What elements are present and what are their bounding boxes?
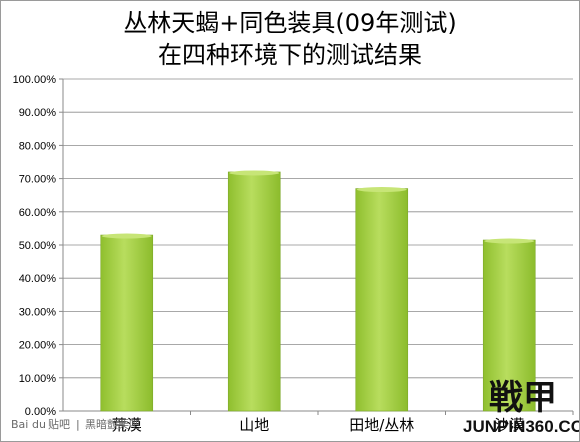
y-tick-label: 80.00%	[19, 140, 57, 152]
junpin-logo: 戦甲 JUNPIN360.COM	[463, 378, 579, 436]
bar	[100, 234, 154, 412]
logo-glyphs: 戦甲	[489, 378, 557, 418]
watermark-du: du	[32, 418, 46, 431]
chart-title-line-2: 在四种环境下的测试结果	[158, 41, 422, 69]
x-category-label: 荒漠	[112, 416, 142, 434]
y-axis-ticks: 0.00% 10.00% 20.00% 30.00% 40.00% 50.00% 60.00…	[13, 74, 63, 418]
x-category-label: 山地	[239, 416, 269, 434]
x-category-label: 沙漠	[494, 416, 524, 434]
y-tick-label: 90.00%	[19, 107, 57, 119]
watermark-separator: |	[76, 418, 80, 431]
bar-top	[101, 233, 152, 239]
y-tick-label: 40.00%	[19, 273, 57, 285]
watermark-forum: 黑暗颤栗吧	[85, 417, 140, 431]
baidu-watermark: Bai du 贴吧 | 黑暗颤栗吧	[11, 417, 140, 431]
chart-title-line-1: 丛林天蝎+同色装具(09年测试)	[123, 9, 456, 37]
y-tick-label: 20.00%	[19, 340, 57, 352]
bar-top	[229, 170, 280, 176]
y-tick-label: 0.00%	[25, 406, 56, 418]
watermark-tieba: 贴吧	[48, 417, 70, 431]
bar-top	[484, 238, 535, 244]
x-axis-labels: 荒漠 山地 田地/丛林 沙漠	[112, 411, 574, 434]
bar	[355, 188, 409, 412]
y-tick-label: 10.00%	[19, 373, 57, 385]
x-category-label: 田地/丛林	[349, 416, 414, 434]
watermark-baidu: Bai	[11, 418, 28, 431]
logo-site: JUNPIN360.COM	[463, 417, 579, 436]
y-tick-label: 100.00%	[13, 74, 57, 86]
bar	[482, 239, 536, 412]
bar-top	[356, 187, 407, 193]
y-tick-label: 30.00%	[19, 306, 57, 318]
bars	[100, 170, 536, 412]
y-tick-label: 50.00%	[19, 240, 57, 252]
bar	[227, 171, 281, 412]
y-tick-label: 70.00%	[19, 174, 57, 186]
y-tick-label: 60.00%	[19, 207, 57, 219]
